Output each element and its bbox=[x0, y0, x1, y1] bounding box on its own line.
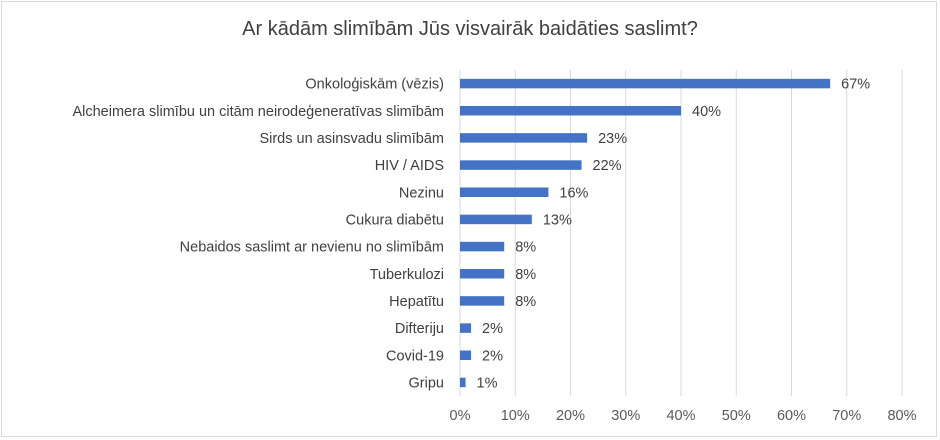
x-tick-label: 60% bbox=[777, 408, 806, 424]
data-labels: 67% 40% 23% 22% 16% 13% 8% 8% 8% 2% 2% 1% bbox=[477, 77, 871, 392]
category-label: Hepatītu bbox=[389, 294, 444, 310]
category-label: Cukura diabētu bbox=[346, 212, 444, 228]
bar bbox=[460, 187, 549, 197]
data-label: 2% bbox=[482, 348, 503, 364]
bar bbox=[460, 269, 505, 279]
data-label: 8% bbox=[515, 294, 536, 310]
data-label: 67% bbox=[841, 77, 870, 93]
data-label: 13% bbox=[543, 212, 572, 228]
x-tick-label: 80% bbox=[887, 408, 916, 424]
data-label: 1% bbox=[477, 375, 498, 391]
x-tick-label: 10% bbox=[501, 408, 530, 424]
bar bbox=[460, 160, 582, 170]
data-label: 2% bbox=[482, 321, 503, 337]
category-label: Nebaidos saslimt ar nevienu no slimībām bbox=[180, 240, 444, 256]
data-label: 40% bbox=[692, 104, 721, 120]
bars bbox=[460, 78, 831, 388]
bar bbox=[460, 296, 505, 306]
bar bbox=[460, 78, 831, 89]
bar bbox=[460, 350, 472, 360]
bar bbox=[460, 241, 505, 252]
bar bbox=[460, 106, 681, 116]
category-label: Onkoloģiskām (vēzis) bbox=[305, 77, 444, 93]
bar bbox=[460, 377, 466, 388]
x-tick-label: 30% bbox=[611, 408, 640, 424]
x-tick-label: 50% bbox=[722, 408, 751, 424]
category-label: Gripu bbox=[409, 375, 444, 391]
data-label: 8% bbox=[515, 267, 536, 283]
category-label: Nezinu bbox=[399, 185, 444, 201]
category-label: Difteriju bbox=[395, 321, 444, 337]
x-tick-labels: 0% 10% 20% 30% 40% 50% 60% 70% 80% bbox=[450, 408, 917, 424]
x-tick-label: 20% bbox=[556, 408, 585, 424]
x-tick-label: 0% bbox=[450, 408, 471, 424]
data-label: 16% bbox=[559, 185, 588, 201]
category-label: Tuberkulozi bbox=[370, 267, 444, 283]
data-label: 23% bbox=[598, 131, 627, 147]
category-label: HIV / AIDS bbox=[375, 158, 444, 174]
category-label: Alcheimera slimību un citām neirodeģener… bbox=[72, 104, 444, 120]
x-tick-label: 40% bbox=[666, 408, 695, 424]
data-label: 8% bbox=[515, 240, 536, 256]
x-tick-label: 70% bbox=[832, 408, 861, 424]
category-label: Covid-19 bbox=[386, 348, 444, 364]
category-labels: Onkoloģiskām (vēzis) Alcheimera slimību u… bbox=[72, 77, 444, 392]
data-label: 22% bbox=[593, 158, 622, 174]
gridlines bbox=[459, 70, 903, 396]
category-label: Sirds un asinsvadu slimībām bbox=[259, 131, 444, 147]
bar bbox=[460, 133, 588, 143]
chart-title: Ar kādām slimībām Jūs visvairāk baidātie… bbox=[242, 18, 698, 40]
bar bbox=[460, 323, 472, 333]
bar bbox=[460, 214, 532, 225]
